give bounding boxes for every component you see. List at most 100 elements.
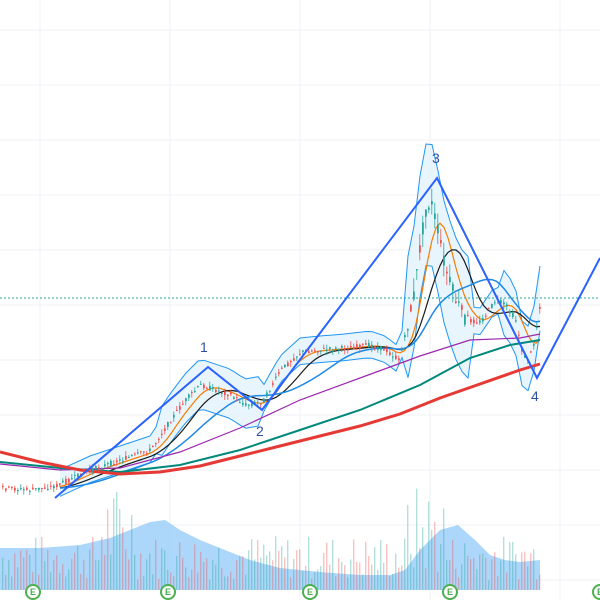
candle-body xyxy=(116,460,118,463)
volume-bar xyxy=(260,557,262,590)
volume-bar xyxy=(362,574,364,590)
candle-body xyxy=(170,422,172,424)
candle-body xyxy=(473,319,475,324)
candle-body xyxy=(506,304,508,307)
volume-bar xyxy=(500,560,502,590)
volume-bar xyxy=(167,569,169,590)
wave-label-1[interactable]: 1 xyxy=(200,339,208,355)
moving-average-black xyxy=(59,249,541,489)
candle-body xyxy=(5,488,7,491)
volume-bar xyxy=(134,554,136,590)
candle-body xyxy=(182,403,184,405)
candle-body xyxy=(149,448,151,451)
volume-bar xyxy=(182,557,184,590)
candle-body xyxy=(350,346,352,348)
wave-label-4[interactable]: 4 xyxy=(531,388,539,404)
volume-bar xyxy=(284,557,286,590)
volume-bar xyxy=(518,579,520,590)
volume-bar xyxy=(137,579,139,590)
candle-body xyxy=(440,239,442,244)
candle-body xyxy=(227,394,229,397)
candle-body xyxy=(218,390,220,392)
candle-body xyxy=(50,485,52,487)
volume-bar xyxy=(275,536,277,590)
volume-bar xyxy=(278,550,280,590)
wave-label-2[interactable]: 2 xyxy=(256,423,264,439)
candle-body xyxy=(371,344,373,348)
volume-bar xyxy=(2,557,4,590)
volume-bar xyxy=(38,574,40,590)
volume-bar xyxy=(233,578,235,590)
volume-bar xyxy=(155,539,157,590)
earnings-marker[interactable]: E xyxy=(442,584,458,600)
candle-body xyxy=(161,433,163,435)
volume-bar xyxy=(335,576,337,590)
candle-body xyxy=(404,335,406,338)
candle-body xyxy=(341,345,343,348)
volume-bar xyxy=(347,577,349,590)
volume-bar xyxy=(68,569,70,590)
candle-body xyxy=(224,391,226,396)
volume-bar xyxy=(461,564,463,590)
earnings-marker[interactable]: E xyxy=(25,584,41,600)
volume-bar xyxy=(116,491,118,590)
elliott-wave-drawing[interactable] xyxy=(54,176,600,499)
volume-bar xyxy=(452,540,454,590)
earnings-badge-label: E xyxy=(30,587,36,597)
candle-body xyxy=(284,364,286,367)
candle-body xyxy=(479,320,481,323)
volume-bar xyxy=(239,555,241,590)
candle-body xyxy=(491,304,493,308)
volume-bar xyxy=(248,550,250,590)
volume-bar xyxy=(383,562,385,590)
volume-bar xyxy=(101,537,103,590)
volume-bar xyxy=(467,555,469,590)
volume-bar xyxy=(413,567,415,590)
earnings-markers[interactable]: EEEEE xyxy=(25,584,600,600)
volume-bar xyxy=(494,552,496,590)
volume-bar xyxy=(242,556,244,590)
volume-bar xyxy=(341,561,343,590)
candle-body xyxy=(407,329,409,331)
candle-body xyxy=(485,315,487,317)
candle-body xyxy=(128,457,130,459)
earnings-marker[interactable]: E xyxy=(302,584,318,600)
volume-bar xyxy=(212,559,214,590)
volume-bar xyxy=(479,554,481,590)
candle-body xyxy=(518,334,520,336)
candle-body xyxy=(302,350,304,352)
moving-average-blue xyxy=(59,278,541,489)
candle-body xyxy=(362,343,364,345)
volume-bar xyxy=(230,571,232,590)
volume-bar xyxy=(374,547,376,590)
candle-body xyxy=(71,478,73,480)
volume-bar xyxy=(287,540,289,590)
volume-bar xyxy=(83,559,85,590)
volume-bar xyxy=(524,551,526,590)
volume-bar xyxy=(224,576,226,590)
volume-bar xyxy=(308,536,310,590)
volume-bar xyxy=(173,576,175,590)
candle-body xyxy=(455,301,457,303)
candle-body xyxy=(101,468,103,470)
candle-body xyxy=(32,487,34,490)
candle-body xyxy=(311,350,313,352)
candle-body xyxy=(62,480,64,483)
candle-body xyxy=(278,372,280,374)
volume-bar xyxy=(41,536,43,590)
volume-bar xyxy=(296,550,298,590)
candle-body xyxy=(377,346,379,350)
earnings-badge-label: E xyxy=(447,587,453,597)
earnings-marker[interactable]: E xyxy=(592,584,600,600)
volume-bar xyxy=(398,567,400,590)
candle-body xyxy=(185,398,187,402)
earnings-marker[interactable]: E xyxy=(160,584,176,600)
volume-bar xyxy=(527,566,529,590)
wave-label-3[interactable]: 3 xyxy=(432,150,440,166)
candle-body xyxy=(464,314,466,325)
candle-body xyxy=(215,389,217,393)
candle-body xyxy=(308,351,310,354)
